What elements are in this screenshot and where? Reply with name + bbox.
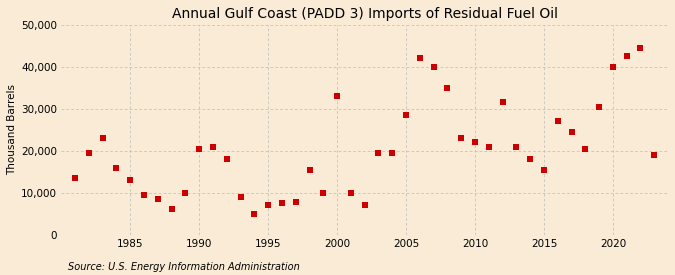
Point <box>346 191 356 195</box>
Y-axis label: Thousand Barrels: Thousand Barrels <box>7 84 17 175</box>
Point <box>401 113 412 117</box>
Point <box>428 65 439 69</box>
Point <box>608 65 618 69</box>
Point <box>263 203 273 207</box>
Point <box>153 197 163 201</box>
Point <box>111 165 122 170</box>
Point <box>359 203 370 207</box>
Point <box>180 191 191 195</box>
Point <box>456 136 466 140</box>
Point <box>511 144 522 149</box>
Point <box>235 195 246 199</box>
Point <box>221 157 232 161</box>
Point <box>621 54 632 59</box>
Point <box>125 178 136 182</box>
Point <box>277 201 288 205</box>
Point <box>594 104 605 109</box>
Point <box>442 86 453 90</box>
Point <box>497 100 508 105</box>
Point <box>387 151 398 155</box>
Point <box>318 191 329 195</box>
Point <box>566 130 577 134</box>
Point <box>97 136 108 140</box>
Point <box>552 119 563 123</box>
Text: Source: U.S. Energy Information Administration: Source: U.S. Energy Information Administ… <box>68 262 299 272</box>
Point <box>304 167 315 172</box>
Point <box>373 151 384 155</box>
Point <box>331 94 342 98</box>
Point <box>208 145 219 150</box>
Point <box>524 157 535 161</box>
Title: Annual Gulf Coast (PADD 3) Imports of Residual Fuel Oil: Annual Gulf Coast (PADD 3) Imports of Re… <box>171 7 558 21</box>
Point <box>483 144 494 149</box>
Point <box>194 147 205 151</box>
Point <box>249 211 260 216</box>
Point <box>70 176 80 180</box>
Point <box>414 56 425 61</box>
Point <box>470 140 481 145</box>
Point <box>539 167 549 172</box>
Point <box>84 151 95 155</box>
Point <box>635 46 646 50</box>
Point <box>290 200 301 204</box>
Point <box>580 147 591 151</box>
Point <box>649 153 659 157</box>
Point <box>166 207 177 212</box>
Point <box>138 192 149 197</box>
